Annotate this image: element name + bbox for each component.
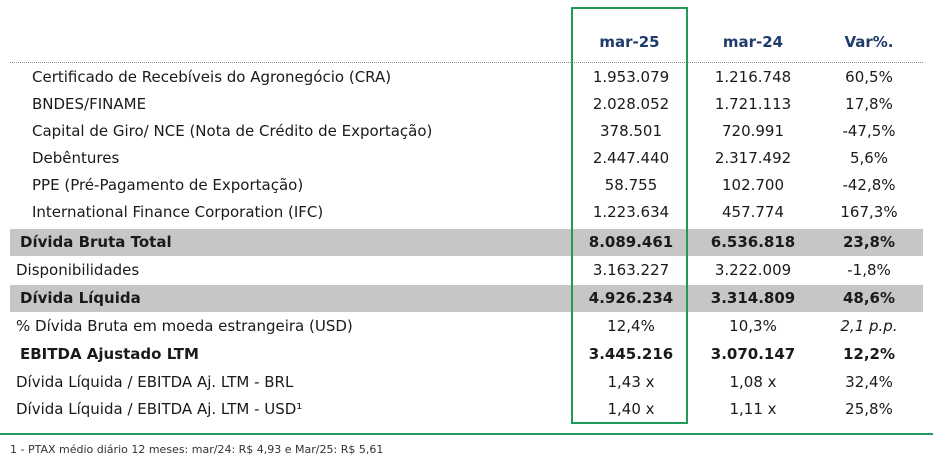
column-header-mar-24: mar-24 xyxy=(722,33,784,51)
row-label: Dívida Líquida xyxy=(20,289,141,307)
row-label: EBITDA Ajustado LTM xyxy=(20,345,199,363)
row-label: % Dívida Bruta em moeda estrangeira (USD… xyxy=(16,317,353,335)
table-row-alavancagem-brl: Dívida Líquida / EBITDA Aj. LTM - BRL 1,… xyxy=(10,369,923,396)
value-mar-25: 3.163.227 xyxy=(592,261,670,279)
row-label: PPE (Pré-Pagamento de Exportação) xyxy=(32,176,304,194)
value-mar-25: 1.223.634 xyxy=(592,203,670,221)
value-mar-24: 1,11 x xyxy=(729,400,777,418)
row-label: BNDES/FINAME xyxy=(32,95,147,113)
row-label: Disponibilidades xyxy=(16,261,140,279)
table-row-capital-giro: Capital de Giro/ NCE (Nota de Crédito de… xyxy=(10,118,923,145)
value-mar-24: 2.317.492 xyxy=(714,149,792,167)
header-divider xyxy=(10,62,923,63)
row-label: Debêntures xyxy=(32,149,120,167)
value-var: 2,1 p.p. xyxy=(840,317,898,335)
value-mar-25: 2.028.052 xyxy=(592,95,670,113)
table-row-divida-moeda-estrangeira: % Dívida Bruta em moeda estrangeira (USD… xyxy=(10,313,923,340)
value-mar-25: 12,4% xyxy=(607,317,655,335)
value-mar-24: 6.536.818 xyxy=(710,233,796,251)
value-var: 167,3% xyxy=(840,203,898,221)
table-row-divida-bruta-total: Dívida Bruta Total 8.089.461 6.536.818 2… xyxy=(10,229,923,256)
value-var: -1,8% xyxy=(847,261,891,279)
footnote: 1 - PTAX médio diário 12 meses: mar/24: … xyxy=(10,443,384,456)
value-mar-25: 378.501 xyxy=(599,122,663,140)
value-mar-25: 8.089.461 xyxy=(588,233,674,251)
table-row-alavancagem-usd: Dívida Líquida / EBITDA Aj. LTM - USD¹ 1… xyxy=(10,396,923,423)
value-var: 23,8% xyxy=(842,233,896,251)
value-var: 32,4% xyxy=(845,373,893,391)
value-mar-24: 3.222.009 xyxy=(714,261,792,279)
value-mar-24: 1.216.748 xyxy=(714,68,792,86)
table-row-debentures: Debêntures 2.447.440 2.317.492 5,6% xyxy=(10,145,923,172)
value-var: 17,8% xyxy=(845,95,893,113)
row-label: Dívida Líquida / EBITDA Aj. LTM - USD¹ xyxy=(16,400,303,418)
row-label: Certificado de Recebíveis do Agronegócio… xyxy=(32,68,392,86)
column-header-var: Var%. xyxy=(844,33,894,51)
value-var: 48,6% xyxy=(842,289,896,307)
row-label: Dívida Bruta Total xyxy=(20,233,172,251)
value-mar-24: 102.700 xyxy=(721,176,785,194)
value-var: 12,2% xyxy=(842,345,896,363)
value-mar-25: 1,43 x xyxy=(607,373,655,391)
value-mar-25: 4.926.234 xyxy=(588,289,674,307)
value-mar-25: 58.755 xyxy=(604,176,658,194)
value-var: -47,5% xyxy=(842,122,896,140)
table-row-ebitda: EBITDA Ajustado LTM 3.445.216 3.070.147 … xyxy=(10,341,923,368)
row-label: Dívida Líquida / EBITDA Aj. LTM - BRL xyxy=(16,373,294,391)
row-label: International Finance Corporation (IFC) xyxy=(32,203,324,221)
value-var: 60,5% xyxy=(845,68,893,86)
table-row-divida-liquida: Dívida Líquida 4.926.234 3.314.809 48,6% xyxy=(10,285,923,312)
value-mar-24: 1.721.113 xyxy=(714,95,792,113)
table-row-ifc: International Finance Corporation (IFC) … xyxy=(10,199,923,226)
value-mar-24: 3.070.147 xyxy=(710,345,796,363)
value-var: -42,8% xyxy=(842,176,896,194)
value-var: 25,8% xyxy=(845,400,893,418)
value-mar-24: 457.774 xyxy=(721,203,785,221)
value-mar-25: 1,40 x xyxy=(607,400,655,418)
table-row-disponibilidades: Disponibilidades 3.163.227 3.222.009 -1,… xyxy=(10,257,923,284)
value-mar-24: 1,08 x xyxy=(729,373,777,391)
value-mar-24: 3.314.809 xyxy=(710,289,796,307)
value-mar-24: 10,3% xyxy=(729,317,777,335)
value-mar-25: 2.447.440 xyxy=(592,149,670,167)
value-mar-24: 720.991 xyxy=(721,122,785,140)
value-var: 5,6% xyxy=(849,149,889,167)
value-mar-25: 3.445.216 xyxy=(588,345,674,363)
row-label: Capital de Giro/ NCE (Nota de Crédito de… xyxy=(32,122,433,140)
table-row-cra: Certificado de Recebíveis do Agronegócio… xyxy=(10,64,923,91)
value-mar-25: 1.953.079 xyxy=(592,68,670,86)
table-row-ppe: PPE (Pré-Pagamento de Exportação) 58.755… xyxy=(10,172,923,199)
table-bottom-divider xyxy=(0,433,933,435)
table-row-bndes: BNDES/FINAME 2.028.052 1.721.113 17,8% xyxy=(10,91,923,118)
column-header-mar-25: mar-25 xyxy=(599,33,660,51)
